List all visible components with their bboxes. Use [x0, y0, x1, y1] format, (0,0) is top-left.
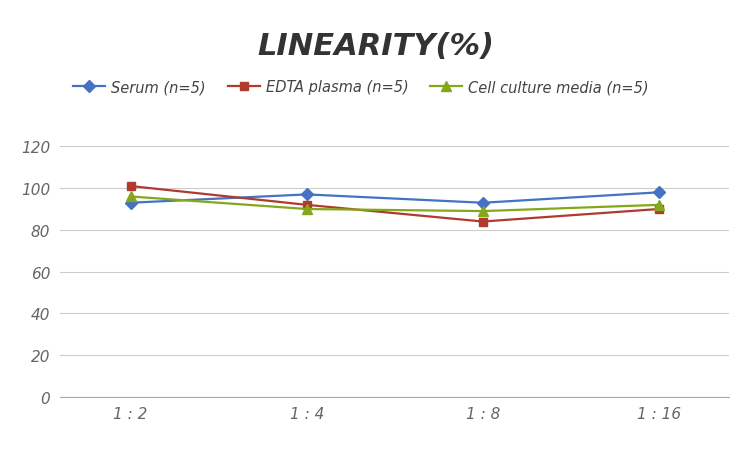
Serum (n=5)	[126, 201, 135, 206]
EDTA plasma (n=5)	[654, 207, 663, 212]
EDTA plasma (n=5)	[302, 202, 311, 208]
Serum (n=5)	[654, 190, 663, 196]
Cell culture media (n=5)	[302, 207, 311, 212]
Line: Serum (n=5): Serum (n=5)	[126, 189, 663, 207]
Cell culture media (n=5)	[478, 209, 487, 214]
Cell culture media (n=5)	[126, 194, 135, 200]
Serum (n=5)	[302, 192, 311, 198]
Text: LINEARITY(%): LINEARITY(%)	[257, 32, 495, 60]
EDTA plasma (n=5)	[126, 184, 135, 189]
Line: EDTA plasma (n=5): EDTA plasma (n=5)	[126, 183, 663, 226]
Legend: Serum (n=5), EDTA plasma (n=5), Cell culture media (n=5): Serum (n=5), EDTA plasma (n=5), Cell cul…	[68, 74, 655, 101]
Line: Cell culture media (n=5): Cell culture media (n=5)	[126, 192, 664, 216]
Cell culture media (n=5)	[654, 202, 663, 208]
Serum (n=5)	[478, 201, 487, 206]
EDTA plasma (n=5)	[478, 219, 487, 225]
